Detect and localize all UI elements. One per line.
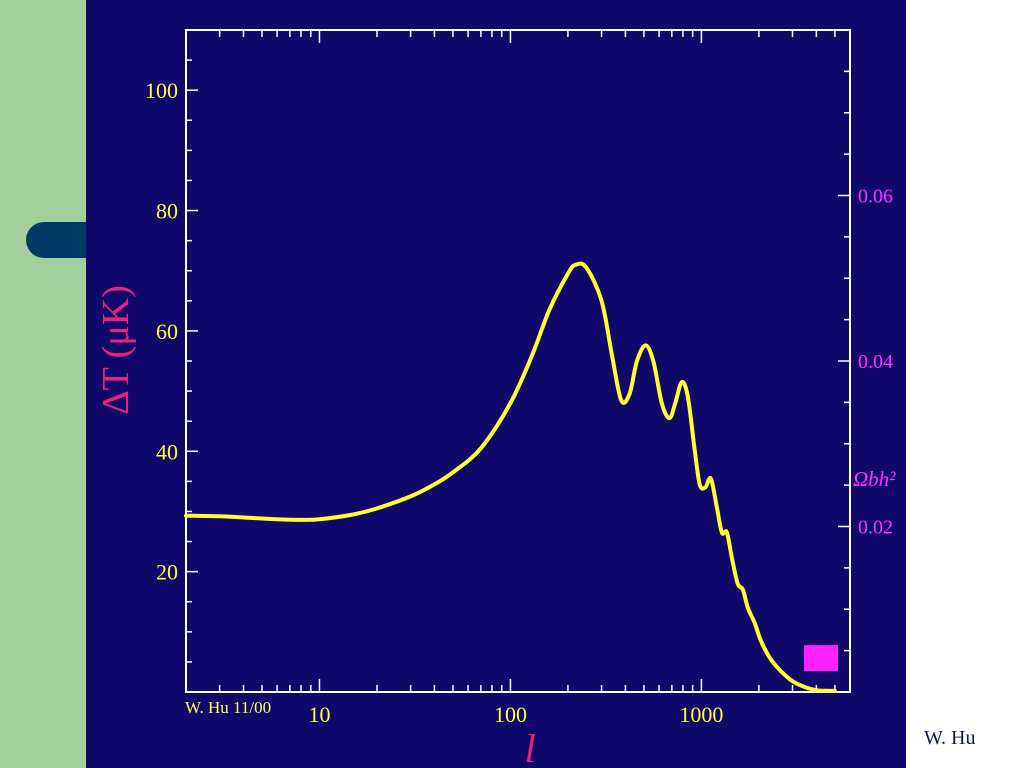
plot-panel xyxy=(86,0,906,768)
power-spectrum-curve xyxy=(184,261,837,693)
baryon-slider-marker xyxy=(804,645,838,672)
right-tick-label: 0.06 xyxy=(858,186,893,208)
plot-frame xyxy=(185,29,851,693)
right-tick-label: 0.04 xyxy=(858,351,893,373)
right-tick-label: 0.02 xyxy=(858,517,893,539)
x-tick-label: 10 xyxy=(308,702,330,727)
right-axis-label: Ωbh² xyxy=(853,467,896,491)
y-tick-label: 100 xyxy=(145,78,178,103)
credit-label: W. Hu xyxy=(924,727,976,749)
chart-stamp: W. Hu 11/00 xyxy=(185,698,271,717)
y-tick-label: 20 xyxy=(156,560,178,585)
y-tick-label: 40 xyxy=(156,439,178,464)
slide-side-strip xyxy=(0,0,87,768)
x-tick-label: 100 xyxy=(494,702,527,727)
y-tick-label: 60 xyxy=(156,319,178,344)
y-tick-label: 80 xyxy=(156,199,178,224)
x-axis-label: l xyxy=(524,726,535,768)
y-axis-label: ΔT (μK) xyxy=(95,285,137,415)
x-tick-label: 1000 xyxy=(679,702,723,727)
